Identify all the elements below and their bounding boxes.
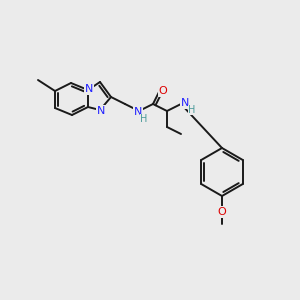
Text: N: N [134, 107, 142, 117]
Text: H: H [188, 105, 196, 115]
Text: N: N [85, 84, 93, 94]
Text: O: O [159, 86, 167, 96]
Text: N: N [181, 98, 189, 108]
Text: N: N [97, 106, 105, 116]
Text: O: O [218, 207, 226, 217]
Text: H: H [140, 114, 148, 124]
